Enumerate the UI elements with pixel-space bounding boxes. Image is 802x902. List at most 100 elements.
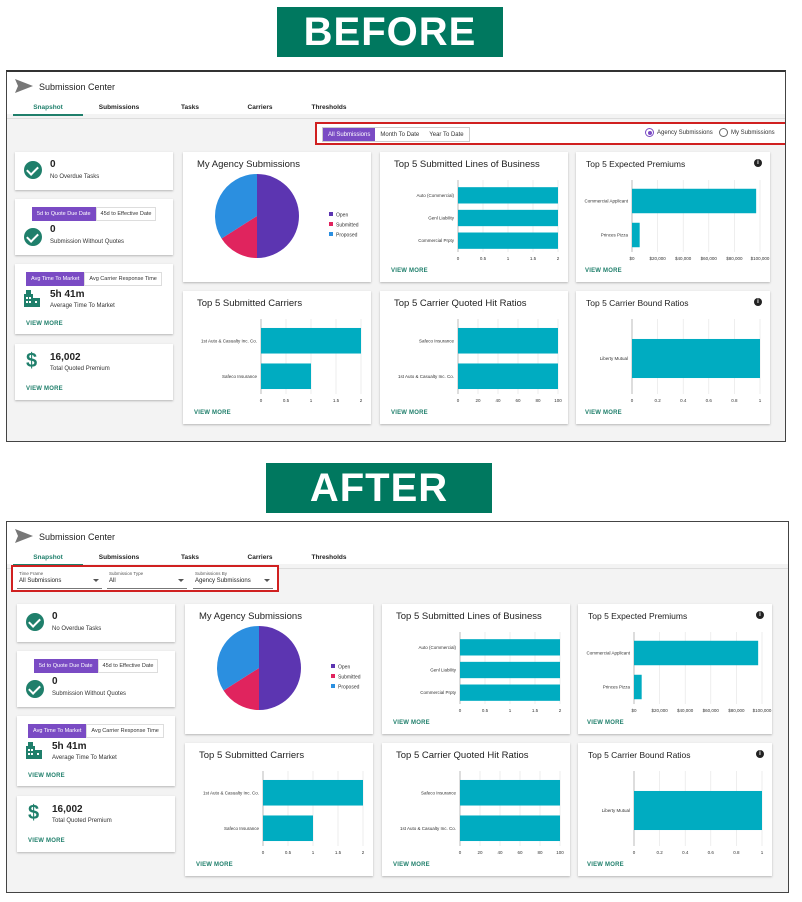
pie-slice-submitted[interactable] xyxy=(221,216,257,258)
view-more-link[interactable]: VIEW MORE xyxy=(393,862,430,868)
tick-label: 0.4 xyxy=(682,850,689,855)
kpi-value: 5h 41m xyxy=(50,289,85,300)
tab-carriers[interactable]: Carriers xyxy=(247,104,273,111)
view-more-link[interactable]: VIEW MORE xyxy=(26,321,63,327)
tick-label: $0 xyxy=(631,708,637,713)
radio-agency-submissions[interactable]: Agency Submissions xyxy=(645,128,713,137)
chart-card-4: Top 5 Carrier Quoted Hit Ratios 0 20 40 60 80… xyxy=(380,291,568,424)
select-submissions-by[interactable]: Submissions By Agency Submissions xyxy=(193,570,273,589)
legend-swatch xyxy=(329,222,333,226)
tick-label: 60 xyxy=(517,850,523,855)
bar[interactable] xyxy=(460,661,560,679)
bar[interactable] xyxy=(634,674,642,700)
select-time-frame[interactable]: Time Frame All Submissions xyxy=(17,570,102,589)
category-label: Commercial Applicant xyxy=(586,651,630,656)
tab-thresholds[interactable]: Thresholds xyxy=(311,104,347,111)
bar[interactable] xyxy=(460,815,560,842)
toggle-1[interactable]: Avg Carrier Response Time xyxy=(84,272,162,286)
toggle-1[interactable]: 45d to Effective Date xyxy=(97,659,159,673)
tick-label: $40,000 xyxy=(677,708,694,713)
chart-title: Top 5 Carrier Bound Ratios xyxy=(586,298,689,308)
bar[interactable] xyxy=(632,338,760,379)
toggle-0[interactable]: Avg Time To Market xyxy=(28,724,87,738)
category-label: 1st Auto & Casualty Inc. Co. xyxy=(400,826,456,831)
radio-circle-icon[interactable] xyxy=(645,128,654,137)
bar[interactable] xyxy=(261,363,311,390)
bar[interactable] xyxy=(458,363,558,390)
tick-label: 100 xyxy=(556,850,564,855)
before-label: BEFORE xyxy=(277,7,503,57)
chevron-down-icon xyxy=(264,579,270,582)
chart-svg: 0 0.5 1 1.5 2 1st Auto & Casualty Inc. Co. Saf… xyxy=(203,771,365,855)
toggle-0[interactable]: Avg Time To Market xyxy=(26,272,85,286)
info-icon[interactable]: i xyxy=(754,159,762,167)
view-more-link[interactable]: VIEW MORE xyxy=(587,720,624,726)
kpi-value: 5h 41m xyxy=(52,741,87,752)
bar[interactable] xyxy=(458,327,558,354)
bar[interactable] xyxy=(460,779,560,806)
view-more-link[interactable]: VIEW MORE xyxy=(196,862,233,868)
pie-slice-open[interactable] xyxy=(259,626,301,710)
dollar-icon: $ xyxy=(28,802,40,824)
bar[interactable] xyxy=(634,640,759,666)
pie-slice-proposed[interactable] xyxy=(217,626,259,691)
tick-label: 0.5 xyxy=(285,850,292,855)
view-more-link[interactable]: VIEW MORE xyxy=(28,773,65,779)
view-more-link[interactable]: VIEW MORE xyxy=(393,720,430,726)
tab-thresholds[interactable]: Thresholds xyxy=(311,554,347,561)
bar[interactable] xyxy=(632,222,640,248)
view-more-link[interactable]: VIEW MORE xyxy=(585,410,622,416)
tab-carriers[interactable]: Carriers xyxy=(247,554,273,561)
pie-slice-submitted[interactable] xyxy=(223,668,259,710)
tab-snapshot[interactable]: Snapshot xyxy=(13,550,83,566)
radio-my-submissions[interactable]: My Submissions xyxy=(719,128,775,137)
pie-slice-proposed[interactable] xyxy=(215,174,257,239)
tab-submissions[interactable]: Submissions xyxy=(98,104,140,111)
bar[interactable] xyxy=(263,815,313,842)
chart-svg: 0 0.5 1 1.5 2 Auto (Commercial) Genl Liability… xyxy=(416,180,560,261)
tick-label: 2 xyxy=(360,398,363,403)
radio-circle-icon[interactable] xyxy=(719,128,728,137)
view-more-link[interactable]: VIEW MORE xyxy=(391,268,428,274)
legend-label: Open xyxy=(336,213,348,219)
tab-snapshot[interactable]: Snapshot xyxy=(13,100,83,116)
view-more-link[interactable]: VIEW MORE xyxy=(26,386,63,392)
view-more-link[interactable]: VIEW MORE xyxy=(194,410,231,416)
toggle-0[interactable]: 5d to Quote Due Date xyxy=(32,207,96,221)
chart-title: Top 5 Expected Premiums xyxy=(586,159,686,169)
legend-label: Proposed xyxy=(338,685,360,691)
bar[interactable] xyxy=(458,187,558,204)
segment-month-to-date[interactable]: Month To Date xyxy=(380,132,420,138)
info-icon[interactable]: i xyxy=(754,298,762,306)
bar[interactable] xyxy=(261,327,361,354)
bar[interactable] xyxy=(460,639,560,656)
bar[interactable] xyxy=(460,684,560,701)
view-more-link[interactable]: VIEW MORE xyxy=(585,268,622,274)
tab-tasks[interactable]: Tasks xyxy=(181,104,199,111)
bar[interactable] xyxy=(458,209,558,227)
view-more-link[interactable]: VIEW MORE xyxy=(391,410,428,416)
toggle-0[interactable]: 5d to Quote Due Date xyxy=(34,659,98,673)
tab-tasks[interactable]: Tasks xyxy=(181,554,199,561)
bar[interactable] xyxy=(263,779,363,806)
bar[interactable] xyxy=(634,790,762,831)
info-icon[interactable]: i xyxy=(756,750,764,758)
pie-slice-open[interactable] xyxy=(257,174,299,258)
segment-all-submissions[interactable]: All Submissions xyxy=(323,128,376,141)
segment-year-to-date[interactable]: Year To Date xyxy=(429,132,464,138)
view-more-link[interactable]: VIEW MORE xyxy=(28,838,65,844)
tick-label: $0 xyxy=(629,256,635,261)
select-submission-type[interactable]: Submission Type All xyxy=(107,570,187,589)
bar[interactable] xyxy=(632,188,757,214)
toggle-1[interactable]: Avg Carrier Response Time xyxy=(86,724,164,738)
kpi-label: Average Time To Market xyxy=(52,755,117,761)
chart-title: Top 5 Submitted Carriers xyxy=(199,750,305,761)
info-icon[interactable]: i xyxy=(756,611,764,619)
quotes-toggle: 5d to Quote Due Date 45d to Effective Dat… xyxy=(32,207,157,221)
tab-submissions[interactable]: Submissions xyxy=(98,554,140,561)
legend-swatch xyxy=(331,674,335,678)
toggle-1[interactable]: 45d to Effective Date xyxy=(95,207,157,221)
bar[interactable] xyxy=(458,232,558,249)
view-more-link[interactable]: VIEW MORE xyxy=(587,862,624,868)
category-label: Princes Pizza xyxy=(603,685,631,690)
